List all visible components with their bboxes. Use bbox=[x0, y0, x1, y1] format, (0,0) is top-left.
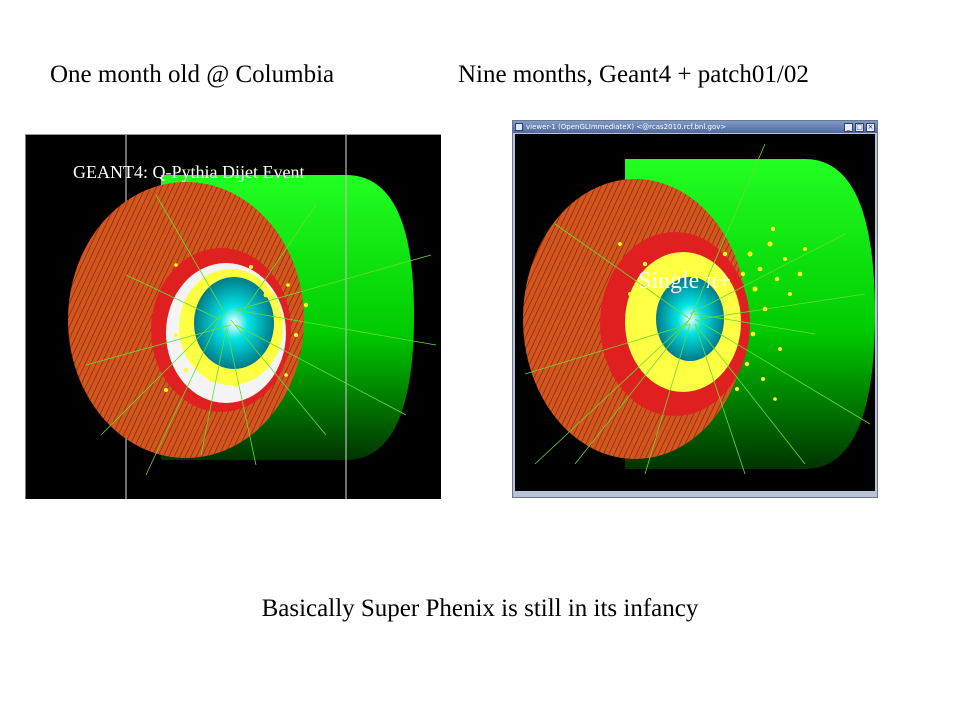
left-event-display: GEANT4: Q-Pythia Dijet Event bbox=[25, 134, 441, 499]
left-heading: One month old @ Columbia bbox=[50, 61, 335, 88]
event-label: Single π+ bbox=[638, 268, 731, 294]
window-title: viewer-1 (OpenGLImmediateX) <@rcas2010.r… bbox=[526, 123, 727, 131]
calorimeter-hits bbox=[164, 263, 309, 392]
calorimeter-hits bbox=[618, 226, 807, 401]
right-heading: Nine months, Geant4 + patch01/02 bbox=[458, 61, 809, 88]
event-label: GEANT4: Q-Pythia Dijet Event bbox=[73, 162, 305, 182]
maximize-button[interactable]: □ bbox=[855, 122, 864, 132]
slide-caption: Basically Super Phenix is still in its i… bbox=[261, 595, 699, 622]
particle-tracks bbox=[85, 194, 437, 476]
window-menu-icon[interactable] bbox=[515, 123, 523, 131]
dijet-event-render bbox=[68, 135, 437, 499]
opengl-viewer-window[interactable]: viewer-1 (OpenGLImmediateX) <@rcas2010.r… bbox=[512, 120, 878, 498]
window-titlebar[interactable]: viewer-1 (OpenGLImmediateX) <@rcas2010.r… bbox=[513, 121, 877, 133]
particle-tracks bbox=[524, 143, 871, 475]
viewer-canvas[interactable]: Single π+ bbox=[515, 134, 875, 491]
inner-tracker bbox=[194, 277, 274, 369]
single-pion-event-render bbox=[523, 143, 875, 475]
minimize-button[interactable]: _ bbox=[844, 122, 853, 132]
close-button[interactable]: × bbox=[866, 122, 875, 132]
